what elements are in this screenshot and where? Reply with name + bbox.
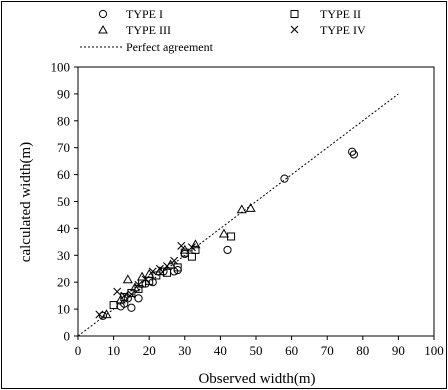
x-tick-label: 40 xyxy=(214,343,227,358)
data-point-type-iii xyxy=(122,274,133,284)
data-point-type-iii xyxy=(101,309,112,319)
y-tick-label: 30 xyxy=(57,248,70,263)
data-point-type-iv xyxy=(141,275,150,284)
x-tick-label: 30 xyxy=(178,343,191,358)
data-point-type-i xyxy=(134,294,143,303)
legend-label: TYPE I xyxy=(126,7,163,21)
data-point-type-iii xyxy=(218,228,230,238)
data-point-type-i xyxy=(223,245,232,255)
data-point-type-iii xyxy=(190,239,201,249)
data-point-type-iii xyxy=(115,294,126,304)
x-tick-label: 0 xyxy=(75,343,82,358)
x-tick-label: 90 xyxy=(392,343,405,358)
data-point-type-ii xyxy=(109,301,118,310)
data-point-type-iii xyxy=(236,204,247,214)
data-point-type-iii xyxy=(137,271,148,281)
data-point-type-iv xyxy=(127,290,136,299)
y-tick-label: 80 xyxy=(57,113,70,128)
legend-entry-type-ii: TYPE II xyxy=(290,7,361,21)
data-point-type-iv xyxy=(95,310,104,319)
y-tick-label: 50 xyxy=(57,194,70,209)
data-point-type-i xyxy=(280,174,289,183)
legend-label: TYPE III xyxy=(126,23,171,37)
legend-marker-square xyxy=(290,10,299,18)
x-tick-label: 80 xyxy=(356,343,369,358)
data-point-type-iv xyxy=(163,262,171,271)
legend-label: TYPE IV xyxy=(320,23,366,37)
data-point-type-iv xyxy=(187,243,196,252)
legend-entry-type-iii: TYPE III xyxy=(98,23,171,37)
perfect-agreement-line xyxy=(77,93,399,337)
data-point-type-iv xyxy=(134,280,143,289)
x-tick-label: 50 xyxy=(250,343,263,358)
data-points xyxy=(95,147,358,320)
y-tick-label: 100 xyxy=(51,60,71,75)
x-tick-label: 70 xyxy=(321,343,334,358)
legend-entry-type-i: TYPE I xyxy=(98,7,163,21)
reference-line-group xyxy=(77,93,399,337)
data-point-type-i xyxy=(348,147,357,156)
x-axis-title: Observed width(m) xyxy=(198,371,315,387)
data-point-type-ii xyxy=(191,245,200,254)
data-point-type-iv xyxy=(177,241,186,250)
data-point-type-ii xyxy=(187,252,196,261)
data-point-type-iii xyxy=(179,244,190,254)
data-point-type-ii xyxy=(227,232,236,241)
y-tick-label: 70 xyxy=(57,140,70,155)
data-point-type-i xyxy=(349,150,358,159)
y-tick-label: 10 xyxy=(57,302,70,317)
y-axis-title: calculated width(m) xyxy=(18,142,34,262)
legend-marker-triangle xyxy=(98,24,108,34)
plot-area xyxy=(77,66,435,337)
data-point-type-iv xyxy=(113,287,122,296)
data-point-type-i xyxy=(127,303,136,312)
data-point-type-iv xyxy=(148,267,157,276)
y-tick-label: 60 xyxy=(57,167,70,182)
y-tick-label: 40 xyxy=(57,221,70,236)
axis-ticks: 0 10 20 30 40 50 60 70 80 90 100 0 10 20 30 40 50 60 70 80 9… xyxy=(51,60,444,359)
x-tick-label: 60 xyxy=(285,343,298,358)
legend: TYPE I TYPE II TYPE III TYPE IV Perfect … xyxy=(80,7,366,54)
legend-marker-cross xyxy=(290,25,299,34)
data-point-type-iii xyxy=(245,203,256,212)
data-point-type-iv xyxy=(170,256,179,265)
x-tick-label: 20 xyxy=(143,343,156,358)
legend-entry-type-iv: TYPE IV xyxy=(290,23,366,37)
y-tick-label: 0 xyxy=(64,329,71,344)
legend-entry-perfect-agreement: Perfect agreement xyxy=(80,40,214,54)
data-point-type-ii xyxy=(120,292,129,301)
legend-marker-circle xyxy=(98,9,108,19)
data-point-type-i xyxy=(98,311,108,320)
legend-label: Perfect agreement xyxy=(126,40,214,54)
y-tick-label: 90 xyxy=(57,86,70,101)
x-tick-label: 100 xyxy=(424,343,444,358)
legend-label: TYPE II xyxy=(320,7,361,21)
data-point-type-iv xyxy=(120,291,129,300)
x-tick-label: 10 xyxy=(107,343,120,358)
data-point-type-iv xyxy=(155,264,164,273)
y-tick-label: 20 xyxy=(57,275,70,290)
